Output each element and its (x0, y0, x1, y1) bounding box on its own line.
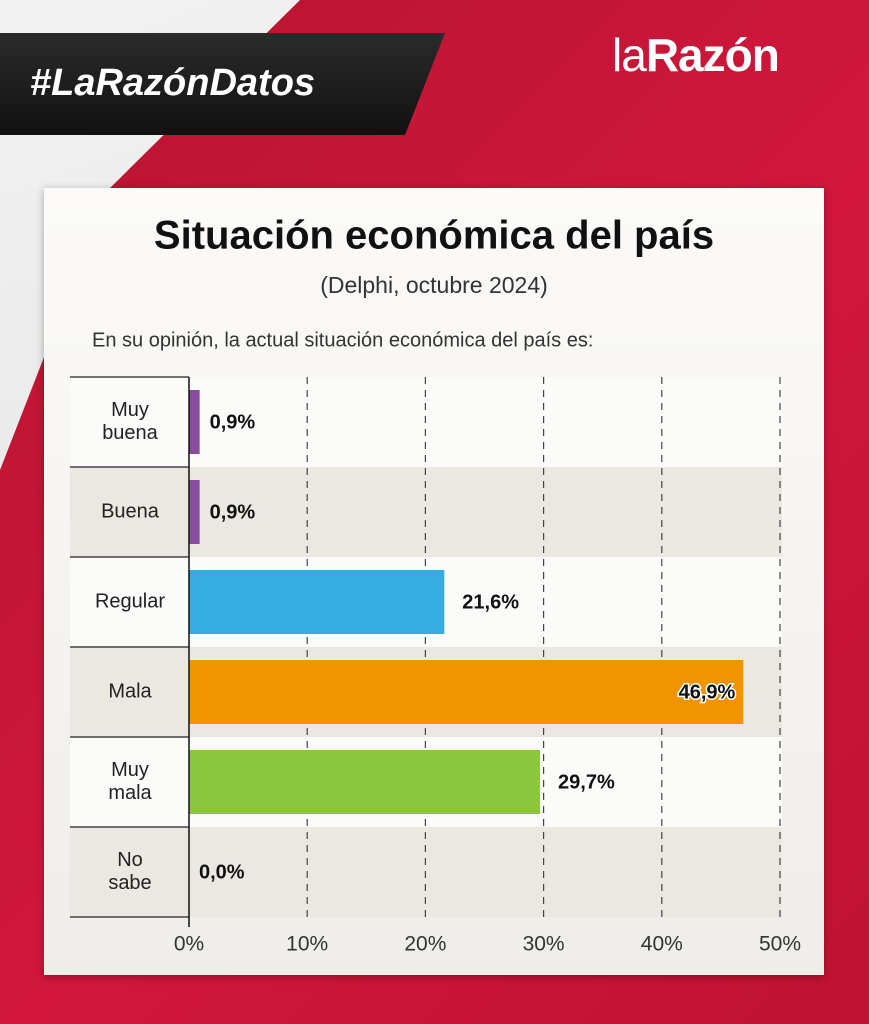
x-tick-label: 0% (174, 933, 204, 956)
hashtag: #LaRazónDatos (30, 62, 316, 104)
bar (189, 660, 744, 724)
category-label: Muy mala (108, 759, 152, 804)
value-label: 29,7% (558, 771, 615, 793)
value-label: 0,0% (199, 861, 245, 883)
logo-part: la (612, 29, 647, 81)
category-label: Mala (108, 680, 152, 703)
x-tick-label: 20% (404, 933, 446, 956)
bar (189, 570, 445, 634)
bar (189, 750, 541, 814)
category-label: Buena (101, 500, 159, 523)
question: En su opinión, la actual situación econó… (92, 329, 593, 351)
value-label: 0,9% (210, 501, 256, 523)
category-label: Regular (94, 590, 166, 613)
category-label: No sabe (108, 849, 152, 894)
category-label: Muy buena (102, 399, 158, 444)
bar (189, 390, 200, 454)
value-label: 0,9% (210, 411, 256, 433)
chart-title: Situación económica del país (154, 214, 714, 258)
logo: laRazón (612, 28, 780, 82)
logo-part: Razón (645, 29, 780, 81)
value-label: 21,6% (462, 591, 519, 613)
x-tick-label: 30% (523, 933, 565, 956)
chart-subtitle: (Delphi, octubre 2024) (320, 272, 548, 298)
bar (189, 480, 200, 544)
x-tick-label: 10% (286, 933, 328, 956)
x-tick-label: 50% (759, 933, 801, 956)
banner (0, 33, 445, 135)
value-label: 46,9% (679, 681, 736, 703)
x-tick-label: 40% (641, 933, 683, 956)
